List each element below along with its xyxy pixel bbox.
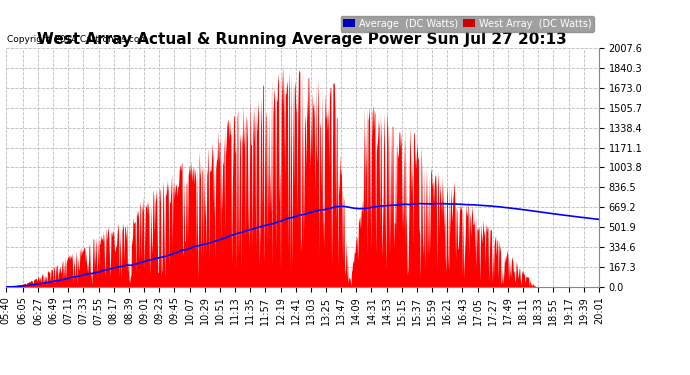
Legend: Average  (DC Watts), West Array  (DC Watts): Average (DC Watts), West Array (DC Watts… [340,16,594,32]
Text: Copyright 2014 Cartronics.com: Copyright 2014 Cartronics.com [7,35,148,44]
Title: West Array Actual & Running Average Power Sun Jul 27 20:13: West Array Actual & Running Average Powe… [37,32,567,47]
